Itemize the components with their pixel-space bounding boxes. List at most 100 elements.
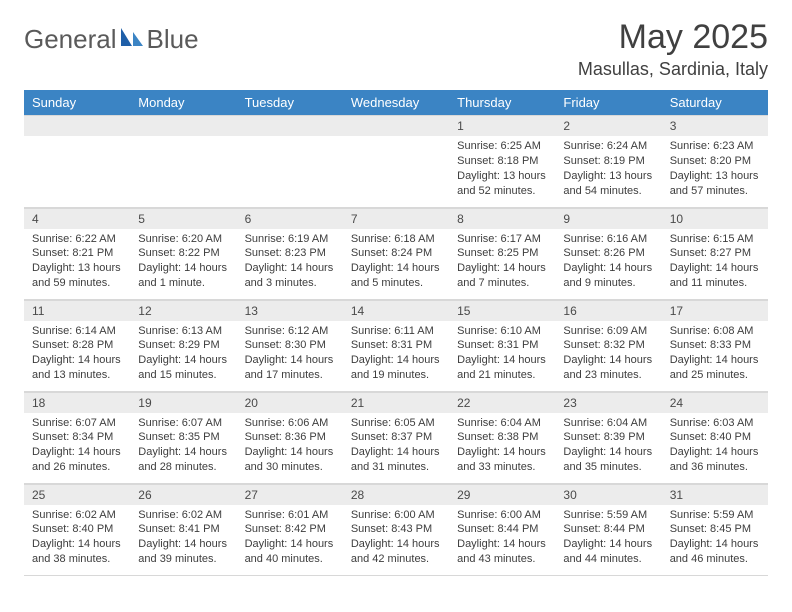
day-number: 24 [662, 392, 768, 413]
day-number: 22 [449, 392, 555, 413]
calendar-cell: 3Sunrise: 6:23 AMSunset: 8:20 PMDaylight… [662, 115, 768, 207]
sunrise-text: Sunrise: 6:07 AM [32, 416, 122, 431]
calendar-row: 11Sunrise: 6:14 AMSunset: 8:28 PMDayligh… [24, 299, 768, 391]
day-number: 1 [449, 115, 555, 136]
day-header: Friday [555, 90, 661, 115]
calendar-cell: 12Sunrise: 6:13 AMSunset: 8:29 PMDayligh… [130, 299, 236, 391]
daylight-text: Daylight: 14 hours and 13 minutes. [32, 353, 122, 383]
daylight-text: Daylight: 13 hours and 52 minutes. [457, 169, 547, 199]
brand-word-2: Blue [147, 24, 199, 55]
day-details: Sunrise: 6:02 AMSunset: 8:41 PMDaylight:… [130, 505, 236, 571]
calendar-cell: 28Sunrise: 6:00 AMSunset: 8:43 PMDayligh… [343, 483, 449, 575]
title-block: May 2025 Masullas, Sardinia, Italy [578, 18, 768, 80]
empty-day-header [24, 115, 130, 136]
empty-day-header [130, 115, 236, 136]
daylight-text: Daylight: 14 hours and 44 minutes. [563, 537, 653, 567]
day-number: 23 [555, 392, 661, 413]
sunrise-text: Sunrise: 6:02 AM [32, 508, 122, 523]
day-details: Sunrise: 6:07 AMSunset: 8:34 PMDaylight:… [24, 413, 130, 479]
sunrise-text: Sunrise: 6:00 AM [457, 508, 547, 523]
day-number: 12 [130, 300, 236, 321]
empty-day-header [343, 115, 449, 136]
calendar-cell: 10Sunrise: 6:15 AMSunset: 8:27 PMDayligh… [662, 207, 768, 299]
sunrise-text: Sunrise: 6:11 AM [351, 324, 441, 339]
daylight-text: Daylight: 14 hours and 5 minutes. [351, 261, 441, 291]
sunrise-text: Sunrise: 6:14 AM [32, 324, 122, 339]
day-details: Sunrise: 6:22 AMSunset: 8:21 PMDaylight:… [24, 229, 130, 295]
day-details: Sunrise: 6:01 AMSunset: 8:42 PMDaylight:… [237, 505, 343, 571]
sunrise-text: Sunrise: 6:05 AM [351, 416, 441, 431]
day-details: Sunrise: 6:13 AMSunset: 8:29 PMDaylight:… [130, 321, 236, 387]
sunset-text: Sunset: 8:35 PM [138, 430, 228, 445]
brand-word-1: General [24, 24, 117, 55]
calendar-cell: 24Sunrise: 6:03 AMSunset: 8:40 PMDayligh… [662, 391, 768, 483]
day-details: Sunrise: 6:18 AMSunset: 8:24 PMDaylight:… [343, 229, 449, 295]
sail-icon [119, 26, 145, 53]
calendar-cell: 2Sunrise: 6:24 AMSunset: 8:19 PMDaylight… [555, 115, 661, 207]
day-details: Sunrise: 6:00 AMSunset: 8:43 PMDaylight:… [343, 505, 449, 571]
day-number: 30 [555, 484, 661, 505]
daylight-text: Daylight: 13 hours and 54 minutes. [563, 169, 653, 199]
daylight-text: Daylight: 14 hours and 26 minutes. [32, 445, 122, 475]
day-details: Sunrise: 5:59 AMSunset: 8:45 PMDaylight:… [662, 505, 768, 571]
day-number: 14 [343, 300, 449, 321]
daylight-text: Daylight: 14 hours and 39 minutes. [138, 537, 228, 567]
daylight-text: Daylight: 14 hours and 19 minutes. [351, 353, 441, 383]
day-number: 13 [237, 300, 343, 321]
sunrise-text: Sunrise: 6:17 AM [457, 232, 547, 247]
sunset-text: Sunset: 8:44 PM [563, 522, 653, 537]
day-details: Sunrise: 6:06 AMSunset: 8:36 PMDaylight:… [237, 413, 343, 479]
calendar-cell [24, 115, 130, 207]
day-details: Sunrise: 6:19 AMSunset: 8:23 PMDaylight:… [237, 229, 343, 295]
daylight-text: Daylight: 14 hours and 42 minutes. [351, 537, 441, 567]
daylight-text: Daylight: 14 hours and 7 minutes. [457, 261, 547, 291]
location-subtitle: Masullas, Sardinia, Italy [578, 59, 768, 80]
day-number: 3 [662, 115, 768, 136]
daylight-text: Daylight: 14 hours and 38 minutes. [32, 537, 122, 567]
sunrise-text: Sunrise: 6:06 AM [245, 416, 335, 431]
daylight-text: Daylight: 14 hours and 15 minutes. [138, 353, 228, 383]
empty-day-header [237, 115, 343, 136]
day-details: Sunrise: 6:17 AMSunset: 8:25 PMDaylight:… [449, 229, 555, 295]
day-details: Sunrise: 6:04 AMSunset: 8:38 PMDaylight:… [449, 413, 555, 479]
day-details: Sunrise: 6:24 AMSunset: 8:19 PMDaylight:… [555, 136, 661, 202]
sunset-text: Sunset: 8:24 PM [351, 246, 441, 261]
day-number: 15 [449, 300, 555, 321]
daylight-text: Daylight: 14 hours and 40 minutes. [245, 537, 335, 567]
calendar-row: 25Sunrise: 6:02 AMSunset: 8:40 PMDayligh… [24, 483, 768, 575]
day-number: 31 [662, 484, 768, 505]
calendar-row: 18Sunrise: 6:07 AMSunset: 8:34 PMDayligh… [24, 391, 768, 483]
sunrise-text: Sunrise: 6:25 AM [457, 139, 547, 154]
day-number: 8 [449, 208, 555, 229]
sunset-text: Sunset: 8:41 PM [138, 522, 228, 537]
sunrise-text: Sunrise: 6:00 AM [351, 508, 441, 523]
sunset-text: Sunset: 8:31 PM [351, 338, 441, 353]
day-number: 28 [343, 484, 449, 505]
sunset-text: Sunset: 8:29 PM [138, 338, 228, 353]
day-number: 4 [24, 208, 130, 229]
daylight-text: Daylight: 14 hours and 21 minutes. [457, 353, 547, 383]
sunrise-text: Sunrise: 6:19 AM [245, 232, 335, 247]
day-details: Sunrise: 6:03 AMSunset: 8:40 PMDaylight:… [662, 413, 768, 479]
calendar-cell: 21Sunrise: 6:05 AMSunset: 8:37 PMDayligh… [343, 391, 449, 483]
calendar-cell: 22Sunrise: 6:04 AMSunset: 8:38 PMDayligh… [449, 391, 555, 483]
sunset-text: Sunset: 8:25 PM [457, 246, 547, 261]
sunset-text: Sunset: 8:20 PM [670, 154, 760, 169]
day-header: Saturday [662, 90, 768, 115]
calendar-row: 1Sunrise: 6:25 AMSunset: 8:18 PMDaylight… [24, 115, 768, 207]
sunrise-text: Sunrise: 6:07 AM [138, 416, 228, 431]
daylight-text: Daylight: 14 hours and 28 minutes. [138, 445, 228, 475]
sunrise-text: Sunrise: 6:20 AM [138, 232, 228, 247]
calendar-cell: 8Sunrise: 6:17 AMSunset: 8:25 PMDaylight… [449, 207, 555, 299]
calendar-cell: 16Sunrise: 6:09 AMSunset: 8:32 PMDayligh… [555, 299, 661, 391]
daylight-text: Daylight: 14 hours and 3 minutes. [245, 261, 335, 291]
daylight-text: Daylight: 13 hours and 57 minutes. [670, 169, 760, 199]
daylight-text: Daylight: 14 hours and 17 minutes. [245, 353, 335, 383]
sunset-text: Sunset: 8:21 PM [32, 246, 122, 261]
calendar-cell: 15Sunrise: 6:10 AMSunset: 8:31 PMDayligh… [449, 299, 555, 391]
daylight-text: Daylight: 14 hours and 1 minute. [138, 261, 228, 291]
sunset-text: Sunset: 8:40 PM [670, 430, 760, 445]
sunrise-text: Sunrise: 6:02 AM [138, 508, 228, 523]
sunrise-text: Sunrise: 6:03 AM [670, 416, 760, 431]
sunrise-text: Sunrise: 5:59 AM [670, 508, 760, 523]
